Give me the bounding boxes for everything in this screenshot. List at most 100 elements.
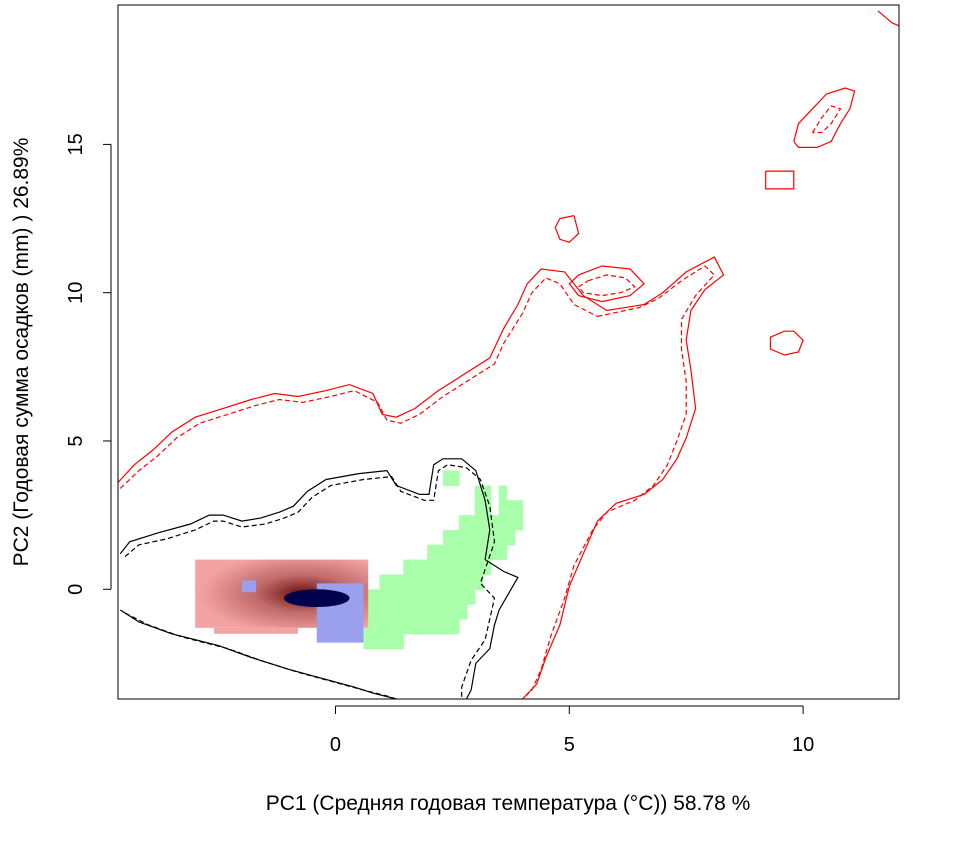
expansion-cell	[458, 559, 468, 576]
expansion-cell	[482, 544, 492, 561]
expansion-cell	[474, 574, 484, 590]
expansion-cell	[466, 574, 476, 590]
expansion-cell	[419, 574, 428, 590]
niche-a-cell	[213, 627, 299, 634]
contour-b-right-solid	[522, 256, 725, 699]
expansion-cell	[474, 485, 484, 501]
contour-lines	[118, 10, 899, 699]
expansion-cell	[450, 618, 460, 635]
expansion-cell	[419, 618, 428, 635]
expansion-cell	[411, 559, 420, 576]
expansion-cell	[379, 633, 388, 650]
expansion-cell	[450, 604, 460, 620]
expansion-cell	[395, 604, 404, 620]
expansion-cell	[387, 604, 396, 620]
expansion-cell	[450, 470, 460, 487]
expansion-cell	[474, 529, 484, 546]
expansion-cell	[474, 500, 484, 516]
expansion-cell	[450, 574, 460, 590]
contour-b-small-solid	[568, 265, 645, 303]
y-axis-title: PC2 (Годовая сумма осадков (mm) ) 26.89%	[10, 138, 33, 567]
expansion-cell	[514, 515, 524, 531]
plot-area	[118, 10, 899, 699]
expansion-cell	[403, 618, 412, 635]
expansion-cell	[443, 604, 452, 620]
expansion-cell	[443, 470, 452, 487]
expansion-cell	[443, 589, 452, 605]
expansion-cell	[474, 559, 484, 576]
expansion-cell	[395, 574, 404, 590]
plot-frame	[117, 4, 900, 700]
expansion-cell	[403, 604, 412, 620]
expansion-cell	[435, 574, 444, 590]
contour-b-island-4-dashed	[811, 105, 842, 134]
expansion-cell	[371, 604, 381, 620]
expansion-cell	[379, 604, 388, 620]
expansion-cell	[371, 633, 381, 650]
expansion-cell	[506, 515, 516, 531]
expansion-cell	[419, 589, 428, 605]
expansion-cell	[482, 515, 492, 531]
expansion-cell	[435, 544, 444, 561]
y-tick-label: 5	[65, 435, 87, 446]
contour-b-island-2	[769, 330, 804, 356]
expansion-cell	[490, 515, 500, 531]
expansion-cell	[466, 529, 476, 546]
expansion-cell	[474, 515, 484, 531]
contour-a-lower-dashed	[124, 612, 397, 699]
expansion-cell	[443, 544, 452, 561]
expansion-cell	[443, 529, 452, 546]
expansion-cell	[419, 604, 428, 620]
expansion-cell	[458, 544, 468, 561]
expansion-cell	[498, 500, 508, 516]
expansion-cell	[482, 529, 492, 546]
x-tick-label: 10	[792, 734, 814, 756]
expansion-cell	[371, 589, 381, 605]
expansion-cell	[514, 500, 524, 516]
expansion-cell	[458, 529, 468, 546]
expansion-cell	[498, 544, 508, 561]
expansion-cell	[466, 544, 476, 561]
expansion-cell	[458, 589, 468, 605]
expansion-cell	[427, 589, 436, 605]
expansion-cell	[490, 544, 500, 561]
expansion-cell	[363, 633, 373, 650]
expansion-cell	[450, 529, 460, 546]
contour-a-solid	[119, 458, 519, 699]
x-axis-title: PC1 (Средняя годовая температура (°C)) 5…	[266, 792, 751, 815]
expansion-cell	[474, 544, 484, 561]
expansion-cell	[379, 618, 388, 635]
expansion-cell	[403, 559, 412, 576]
expansion-cell	[419, 559, 428, 576]
expansion-cell	[427, 559, 436, 576]
expansion-cell	[379, 574, 388, 590]
y-tick-label: 10	[65, 282, 87, 304]
expansion-cell	[450, 544, 460, 561]
expansion-cell	[498, 515, 508, 531]
y-tick-label: 15	[65, 133, 87, 155]
contour-b-island-3	[765, 170, 795, 190]
y-tick-label: 0	[65, 584, 87, 595]
expansion-cell	[450, 589, 460, 605]
expansion-cell	[411, 574, 420, 590]
contour-b-left-dashed	[119, 277, 598, 489]
expansion-cell	[387, 589, 396, 605]
expansion-cell	[466, 559, 476, 576]
expansion-cell	[506, 529, 516, 546]
contour-b-island-4	[793, 87, 856, 148]
niche-overlap-core	[241, 580, 364, 643]
expansion-cell	[395, 633, 404, 650]
expansion-cell	[458, 515, 468, 531]
contour-b-right-dashed	[522, 265, 716, 699]
expansion-cell	[411, 618, 420, 635]
expansion-cell	[435, 559, 444, 576]
expansion-cell	[443, 574, 452, 590]
expansion-cell	[411, 589, 420, 605]
expansion-cell	[466, 589, 476, 605]
expansion-cell	[466, 515, 476, 531]
expansion-cell	[506, 500, 516, 516]
expansion-cell	[498, 529, 508, 546]
expansion-cell	[427, 544, 436, 561]
expansion-cell	[490, 529, 500, 546]
